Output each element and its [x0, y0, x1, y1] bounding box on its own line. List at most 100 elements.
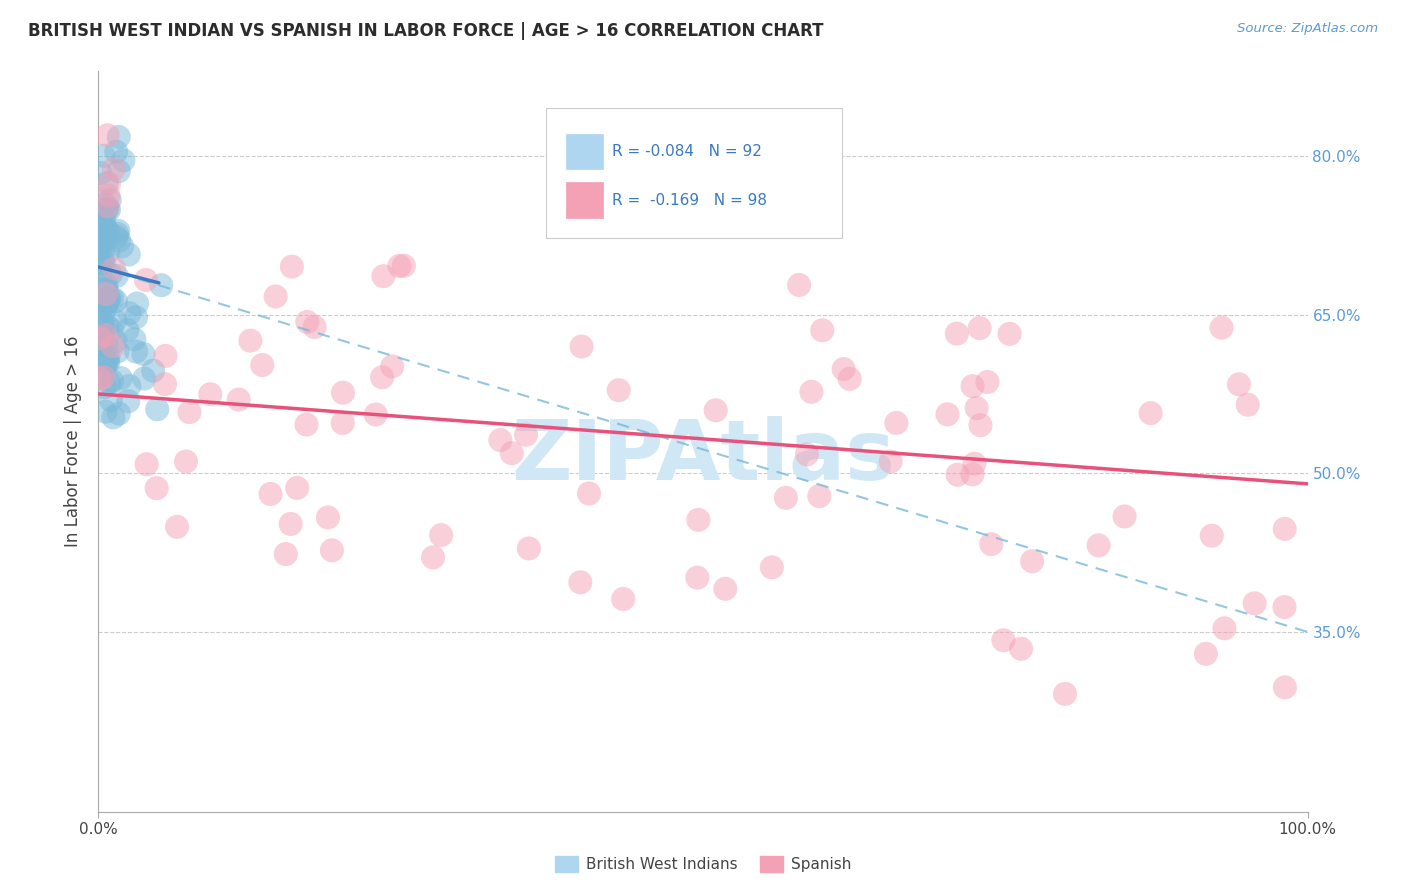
- Point: [316, 510, 339, 524]
- Point: [89, 329, 111, 343]
- Point: [501, 446, 523, 460]
- Point: [132, 347, 155, 361]
- Point: [103, 410, 125, 425]
- Point: [110, 371, 132, 385]
- Point: [96, 318, 118, 333]
- Point: [96, 199, 118, 213]
- Point: [332, 416, 354, 430]
- Point: [993, 633, 1015, 648]
- Point: [704, 403, 727, 417]
- Point: [422, 550, 444, 565]
- Point: [962, 379, 984, 393]
- Point: [800, 384, 823, 399]
- Point: [107, 344, 129, 359]
- Point: [239, 334, 262, 348]
- Point: [688, 513, 710, 527]
- Point: [1236, 398, 1258, 412]
- Point: [108, 407, 131, 421]
- Point: [886, 416, 908, 430]
- Point: [104, 334, 127, 349]
- Point: [94, 357, 117, 371]
- Point: [1010, 641, 1032, 656]
- FancyBboxPatch shape: [567, 183, 603, 218]
- Point: [96, 278, 118, 293]
- Text: ZIPAtlas: ZIPAtlas: [510, 416, 896, 497]
- Point: [90, 266, 112, 280]
- Point: [105, 268, 128, 283]
- Point: [91, 319, 114, 334]
- Point: [90, 215, 112, 229]
- Point: [93, 292, 115, 306]
- Point: [295, 417, 318, 432]
- Point: [787, 277, 810, 292]
- Point: [112, 153, 135, 168]
- Point: [1114, 509, 1136, 524]
- Point: [101, 339, 124, 353]
- Point: [297, 315, 319, 329]
- Point: [259, 487, 281, 501]
- Point: [97, 293, 120, 308]
- Point: [274, 547, 297, 561]
- Point: [96, 338, 118, 352]
- Point: [105, 145, 128, 159]
- Point: [1053, 687, 1076, 701]
- Point: [105, 227, 128, 241]
- Point: [1274, 681, 1296, 695]
- Point: [946, 326, 969, 341]
- Point: [1201, 529, 1223, 543]
- Point: [364, 408, 387, 422]
- Point: [1227, 377, 1250, 392]
- Point: [607, 383, 630, 397]
- Point: [578, 486, 600, 500]
- Point: [966, 401, 988, 415]
- Point: [1211, 320, 1233, 334]
- Point: [962, 467, 984, 482]
- Point: [332, 385, 354, 400]
- Point: [980, 537, 1002, 551]
- Point: [93, 256, 115, 270]
- Point: [97, 128, 120, 143]
- Point: [94, 302, 117, 317]
- Point: [104, 314, 127, 328]
- Point: [97, 350, 120, 364]
- Point: [808, 489, 831, 503]
- Point: [94, 282, 117, 296]
- Legend: British West Indians, Spanish: British West Indians, Spanish: [548, 850, 858, 878]
- Point: [388, 259, 411, 273]
- Point: [252, 358, 274, 372]
- Point: [98, 202, 121, 217]
- Point: [1087, 538, 1109, 552]
- Point: [811, 323, 834, 337]
- Point: [1021, 554, 1043, 568]
- Point: [101, 323, 124, 337]
- Point: [90, 368, 112, 383]
- Point: [89, 236, 111, 251]
- Point: [125, 344, 148, 359]
- Point: [264, 289, 287, 303]
- Point: [94, 357, 117, 371]
- Point: [142, 364, 165, 378]
- Point: [179, 405, 201, 419]
- Point: [97, 356, 120, 370]
- Point: [135, 273, 157, 287]
- Point: [1195, 647, 1218, 661]
- Point: [571, 339, 593, 353]
- Point: [936, 408, 959, 422]
- Point: [430, 528, 453, 542]
- Point: [107, 164, 129, 178]
- Point: [517, 541, 540, 556]
- Point: [146, 402, 169, 417]
- Point: [93, 230, 115, 244]
- Point: [89, 220, 111, 235]
- Point: [96, 202, 118, 217]
- Point: [101, 374, 124, 388]
- Point: [90, 229, 112, 244]
- Point: [93, 369, 115, 384]
- Point: [94, 328, 117, 343]
- Point: [963, 457, 986, 471]
- Point: [94, 380, 117, 394]
- Point: [1139, 406, 1161, 420]
- Point: [117, 323, 139, 337]
- Point: [153, 377, 176, 392]
- Point: [91, 253, 114, 268]
